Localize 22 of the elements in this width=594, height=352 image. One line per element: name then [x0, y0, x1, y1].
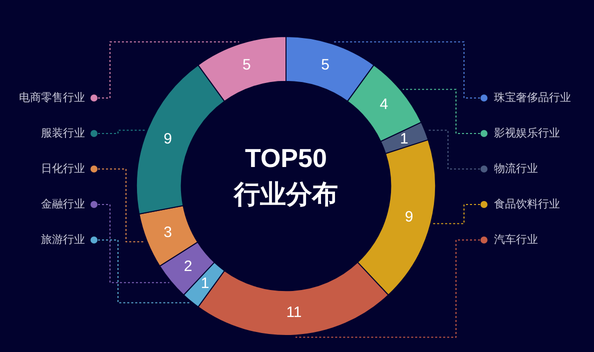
data-label: 5	[242, 56, 251, 74]
legend-label: 物流行业	[494, 162, 538, 176]
data-label: 3	[164, 224, 172, 241]
slice-label: 金融行业	[41, 198, 85, 211]
data-label: 2	[184, 258, 192, 276]
text: 行业分布	[233, 179, 338, 210]
text: TOP50	[245, 143, 327, 174]
slice-label: 电商零售行业	[19, 91, 85, 104]
legend-label: 汽车行业	[494, 233, 538, 246]
legend-label: 珠宝奢侈品行业	[494, 91, 571, 104]
legend-label: 食品饮料行业	[494, 198, 560, 211]
data-label: 1	[400, 130, 408, 148]
data-label: 11	[286, 304, 302, 321]
data-label: 1	[200, 275, 210, 292]
legend-label: 影视娱乐行业	[494, 126, 560, 140]
slice-label: 旅游行业	[41, 233, 85, 246]
slice-label: 服装行业	[41, 126, 85, 140]
data-label: 5	[321, 56, 330, 74]
data-label: 4	[380, 96, 388, 114]
slice-label: 日化行业	[41, 162, 85, 176]
data-label: 9	[164, 130, 172, 148]
data-label: 9	[404, 208, 414, 226]
